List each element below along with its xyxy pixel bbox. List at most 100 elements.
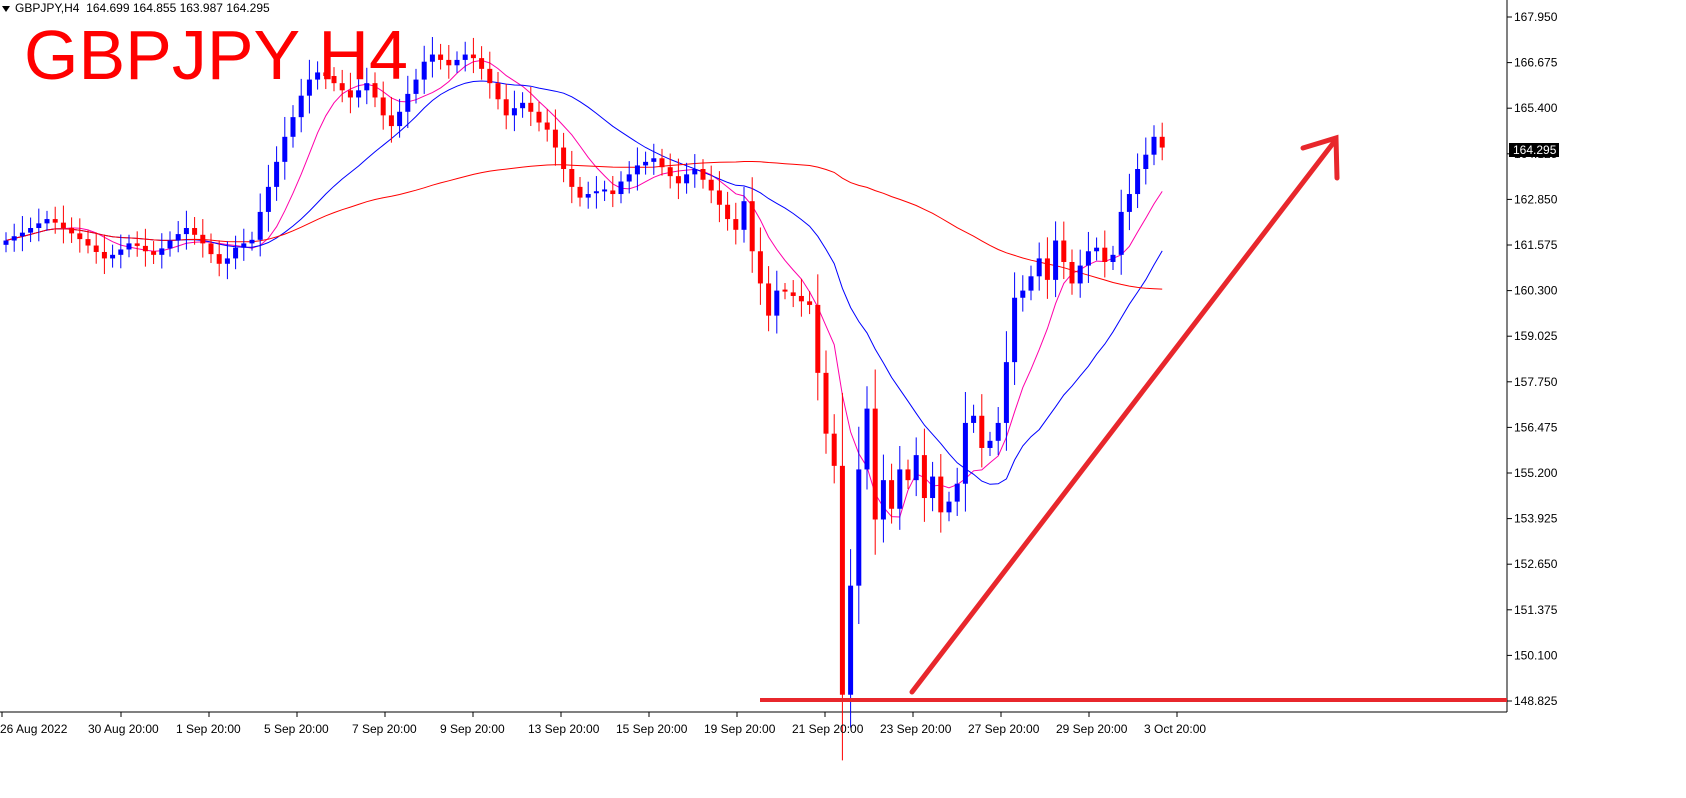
candle-body (1012, 297, 1018, 363)
candle-body (290, 117, 296, 137)
candle-body (749, 201, 755, 252)
candle-body (167, 240, 173, 249)
candle-body (593, 191, 599, 194)
candle-body (716, 190, 722, 205)
candle-body (429, 54, 435, 62)
candle-body (766, 283, 772, 316)
candle-body (421, 61, 427, 80)
moving-average-line (5, 80, 1163, 485)
candle-body (233, 247, 239, 259)
candle-body (1036, 258, 1042, 277)
candle-body (1159, 136, 1165, 148)
candle-body (470, 54, 476, 59)
moving-averages (5, 59, 1163, 518)
candle-body (200, 234, 206, 244)
candle-body (93, 245, 99, 252)
candle-body (347, 90, 353, 98)
candle-body (438, 54, 444, 60)
x-tick-label: 21 Sep 20:00 (792, 722, 864, 736)
moving-average-line (5, 59, 1163, 518)
candle-body (397, 111, 403, 127)
candle-body (798, 295, 804, 302)
candle-body (667, 167, 673, 177)
candle-body (1053, 240, 1059, 280)
candle-body (725, 204, 731, 220)
candle-body (503, 99, 509, 116)
candle-body (208, 243, 214, 255)
candle-body (807, 301, 813, 305)
candle-body (782, 289, 788, 292)
y-tick-label: 151.375 (1514, 603, 1558, 617)
y-tick-label: 165.400 (1514, 101, 1558, 115)
candle-body (569, 169, 575, 187)
candle-body (552, 129, 558, 148)
candle-body (126, 243, 132, 250)
y-tick-label: 166.675 (1514, 56, 1558, 70)
x-tick-label: 30 Aug 20:00 (88, 722, 159, 736)
candle-body (905, 469, 911, 481)
candle-body (192, 228, 198, 235)
candle-body (733, 219, 739, 230)
candle-body (675, 176, 681, 184)
candle-body (815, 304, 821, 373)
chart-title: GBPJPY H4 (24, 16, 408, 94)
x-tick-label: 26 Aug 2022 (0, 722, 68, 736)
candle-body (28, 228, 34, 233)
candle-body (1069, 261, 1075, 284)
candle-body (159, 248, 165, 255)
candle-body (618, 181, 624, 195)
y-tick-label: 159.025 (1514, 329, 1558, 343)
candle-body (1077, 265, 1083, 284)
candle-body (306, 79, 312, 96)
candle-body (1102, 247, 1108, 262)
x-tick-label: 29 Sep 20:00 (1056, 722, 1128, 736)
candle-body (216, 254, 222, 264)
trend-arrow-shaft (909, 139, 1337, 695)
candle-body (85, 239, 91, 246)
candle-body (602, 189, 608, 192)
candle-body (848, 585, 854, 695)
candle-body (118, 249, 124, 255)
candle-body (962, 422, 968, 484)
candle-body (1028, 276, 1034, 291)
candle-body (1151, 136, 1157, 155)
candle-body (634, 165, 640, 175)
candle-body (774, 290, 780, 316)
ohlc-values: 164.699 164.855 163.987 164.295 (86, 1, 270, 15)
candle-body (741, 201, 747, 230)
candle-body (979, 415, 985, 448)
candles (3, 37, 1165, 761)
candle-body (1020, 290, 1026, 298)
candle-body (1085, 251, 1091, 266)
y-tick-label: 152.650 (1514, 557, 1558, 571)
symbol-label: GBPJPY,H4 (15, 1, 80, 15)
candle-body (77, 233, 83, 240)
y-tick-label: 153.925 (1514, 512, 1558, 526)
x-tick-label: 9 Sep 20:00 (440, 722, 505, 736)
candle-body (757, 251, 763, 284)
x-tick-label: 7 Sep 20:00 (352, 722, 417, 736)
candle-body (544, 122, 550, 130)
candle-body (897, 469, 903, 509)
candle-body (1003, 362, 1009, 423)
candle-body (643, 161, 649, 166)
candle-body (372, 83, 378, 98)
y-tick-label: 162.850 (1514, 192, 1558, 206)
candle-body (708, 179, 714, 191)
candle-body (44, 219, 50, 224)
y-tick-label: 167.950 (1514, 10, 1558, 24)
candle-body (946, 501, 952, 513)
candle-body (446, 59, 452, 66)
candle-body (495, 83, 501, 100)
candle-body (692, 169, 698, 175)
candle-body (282, 136, 288, 162)
candle-body (388, 115, 394, 127)
candle-body (241, 243, 247, 248)
candle-body (11, 236, 17, 241)
y-tick-label: 157.750 (1514, 375, 1558, 389)
collapse-triangle-icon[interactable] (2, 5, 10, 12)
y-tick-label: 150.100 (1514, 648, 1558, 662)
symbol-header: GBPJPY,H4 164.699 164.855 163.987 164.29… (2, 1, 270, 15)
candle-body (626, 174, 632, 182)
